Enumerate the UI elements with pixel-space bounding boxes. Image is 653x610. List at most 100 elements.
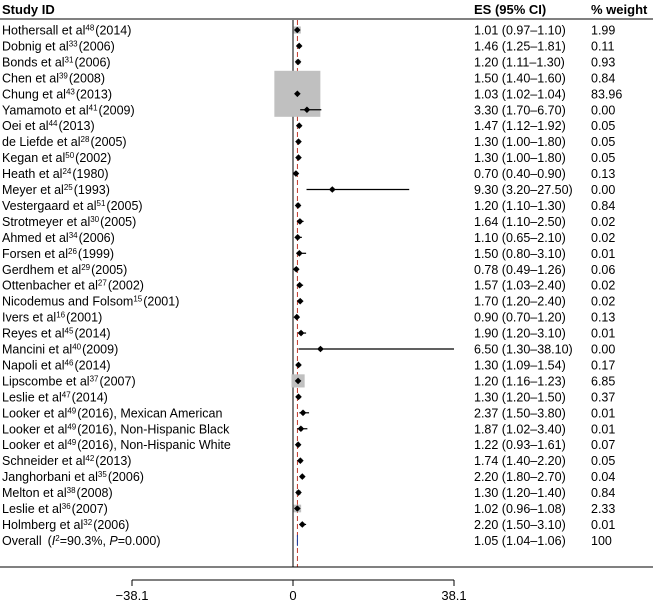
- overall-es-ci: 1.05 (1.04–1.06): [474, 534, 566, 548]
- study-ref: 16: [56, 311, 65, 320]
- weight-value: 1.99: [591, 24, 615, 38]
- study-label: Ahmed et al34(2006): [2, 231, 115, 245]
- study-name: Napoli et al: [2, 358, 65, 372]
- weight-value: 0.84: [591, 199, 615, 213]
- study-ref: 47: [62, 390, 71, 399]
- point-estimate: [294, 505, 301, 512]
- study-name: Lipscombe et al: [2, 374, 90, 388]
- study-name: Chen et al: [2, 71, 59, 85]
- study-label: Oei et al44(2013): [2, 119, 95, 133]
- study-name: Ahmed et al: [2, 231, 69, 245]
- weight-value: 0.93: [591, 55, 615, 69]
- weight-value: 0.05: [591, 119, 615, 133]
- study-ref: 36: [62, 502, 71, 511]
- study-year: (2006): [108, 470, 144, 484]
- point-estimate: [296, 250, 303, 257]
- study-label: Mancini et al40(2009): [2, 343, 118, 357]
- study-name: Schneider et al: [2, 454, 85, 468]
- study-label: Reyes et al45(2014): [2, 327, 111, 341]
- header-weight: % weight: [591, 2, 648, 17]
- study-ref: 26: [68, 247, 77, 256]
- study-label: Hothersall et al48(2014): [2, 24, 131, 38]
- point-estimate: [295, 489, 302, 496]
- study-ref: 44: [49, 119, 58, 128]
- study-year: (2005): [100, 215, 136, 229]
- point-estimate: [294, 377, 302, 385]
- study-ref: 31: [65, 55, 74, 64]
- study-name: Looker et al: [2, 422, 67, 436]
- study-name: Kegan et al: [2, 151, 65, 165]
- point-estimate: [295, 42, 303, 50]
- weight-value: 0.01: [591, 518, 615, 532]
- header-row: Study ID ES (95% CI) % weight: [0, 2, 653, 20]
- study-ref: 34: [69, 231, 78, 240]
- es-ci-value: 1.30 (1.20–1.50): [474, 390, 566, 404]
- weight-value: 0.17: [591, 358, 615, 372]
- study-name: Heath et al: [2, 167, 62, 181]
- es-ci-value: 1.30 (1.09–1.54): [474, 358, 566, 372]
- study-year: (2001): [143, 295, 179, 309]
- study-name: Hothersall et al: [2, 24, 85, 38]
- study-name: Vestergaard et al: [2, 199, 97, 213]
- overall-weight: 100: [591, 534, 612, 548]
- weight-value: 0.05: [591, 151, 615, 165]
- point-estimate: [295, 361, 302, 369]
- study-label: Schneider et al42(2013): [2, 454, 131, 468]
- es-ci-value: 3.30 (1.70–6.70): [474, 103, 566, 117]
- overall-label: Overall (I2=90.3%, P=0.000): [2, 534, 161, 548]
- weight-value: 0.05: [591, 135, 615, 149]
- study-ref: 50: [65, 151, 74, 160]
- study-ref: 37: [90, 374, 99, 383]
- study-label: Melton et al38(2008): [2, 486, 113, 500]
- weight-value: 0.05: [591, 454, 615, 468]
- weight-value: 0.01: [591, 422, 615, 436]
- es-ci-value: 1.10 (0.65–2.10): [474, 231, 566, 245]
- es-ci-value: 0.78 (0.49–1.26): [474, 263, 566, 277]
- study-year: (2009): [99, 103, 135, 117]
- weight-value: 0.13: [591, 311, 615, 325]
- study-ref: 46: [65, 358, 74, 367]
- study-label: Chen et al39(2008): [2, 71, 105, 85]
- study-year: (1980): [72, 167, 108, 181]
- study-name: Mancini et al: [2, 343, 72, 357]
- study-label: Heath et al24(1980): [2, 167, 109, 181]
- es-ci-value: 1.02 (0.96–1.08): [474, 502, 566, 516]
- study-name: Gerdhem et al: [2, 263, 81, 277]
- study-year: (2014): [74, 327, 110, 341]
- es-ci-value: 1.01 (0.97–1.10): [474, 24, 566, 38]
- es-ci-value: 1.20 (1.10–1.30): [474, 199, 566, 213]
- study-ref: 51: [97, 199, 106, 208]
- point-estimate: [294, 58, 302, 66]
- study-name: de Liefde et al: [2, 135, 81, 149]
- study-label: Lipscombe et al37(2007): [2, 374, 136, 388]
- study-year: (2016), Mexican American: [77, 406, 222, 420]
- point-estimate: [295, 138, 302, 145]
- study-year: (2008): [69, 71, 105, 85]
- study-ref: 15: [133, 295, 142, 304]
- study-label: Bonds et al31(2006): [2, 55, 111, 69]
- study-name: Meyer et al: [2, 183, 64, 197]
- study-label: Gerdhem et al29(2005): [2, 263, 127, 277]
- study-year: (2014): [74, 358, 110, 372]
- weight-value: 0.04: [591, 470, 615, 484]
- point-estimate: [294, 90, 301, 98]
- es-ci-value: 1.47 (1.12–1.92): [474, 119, 566, 133]
- study-year: (2008): [77, 486, 113, 500]
- point-estimate: [303, 106, 311, 114]
- weight-value: 0.07: [591, 438, 615, 452]
- es-ci-value: 9.30 (3.20–27.50): [474, 183, 573, 197]
- es-ci-value: 0.90 (0.70–1.20): [474, 311, 566, 325]
- study-label: Dobnig et al33(2006): [2, 39, 115, 53]
- x-tick-label: −38.1: [116, 588, 149, 603]
- point-estimate: [296, 297, 304, 305]
- study-ref: 49: [67, 422, 76, 431]
- study-ref: 45: [65, 327, 74, 336]
- weight-value: 83.96: [591, 87, 622, 101]
- study-year: (2013): [95, 454, 131, 468]
- study-year: (2016), Non-Hispanic White: [77, 438, 231, 452]
- point-estimate: [317, 345, 324, 353]
- overall-name: Overall: [2, 534, 42, 548]
- study-name: Oei et al: [2, 119, 49, 133]
- point-estimate: [298, 473, 306, 480]
- overall-p-value: =0.000): [118, 534, 161, 548]
